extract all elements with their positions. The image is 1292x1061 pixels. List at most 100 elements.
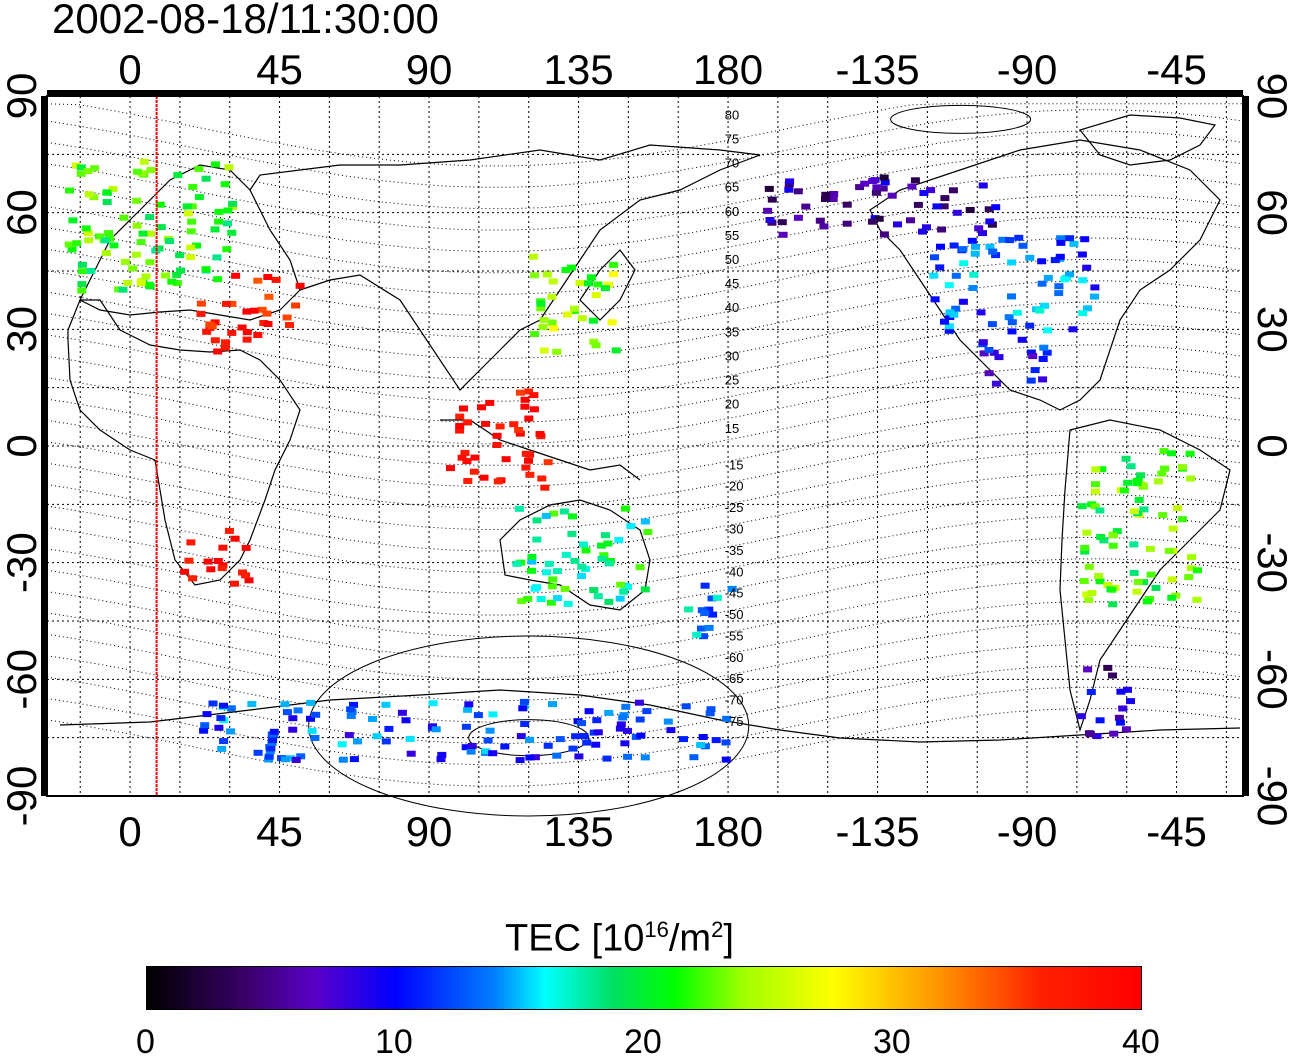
tec-map: 80 75 70 65 60 55 50 45 40 35 30 25 20 15 -15 -20 -25 -30… bbox=[0, 46, 1292, 855]
tec-cell-antarctica bbox=[520, 721, 530, 727]
tec-cell-north-america bbox=[958, 246, 968, 253]
tec-cell-antarctica bbox=[481, 748, 491, 755]
tec-cell-north-america bbox=[944, 282, 954, 289]
tec-cell-australia bbox=[541, 512, 551, 519]
top-lon-label: 45 bbox=[256, 46, 303, 93]
bottom-lon-label: 45 bbox=[256, 808, 303, 855]
tec-cell-south-america bbox=[1159, 448, 1169, 455]
tec-cell-north-africa-mideast bbox=[213, 348, 223, 355]
colorbar-tick-label: 40 bbox=[1122, 1023, 1160, 1061]
tec-cell-europe bbox=[194, 165, 204, 172]
contour-line bbox=[46, 387, 1244, 466]
top-lon-label: 135 bbox=[544, 46, 614, 93]
tec-cell-south-america bbox=[1146, 571, 1156, 578]
tec-cell-europe bbox=[222, 246, 232, 253]
tec-cell-south-america bbox=[1126, 463, 1136, 470]
tec-cell-antarctica bbox=[199, 727, 209, 734]
tec-cell-east-asia bbox=[542, 271, 552, 278]
tec-cell-antarctica bbox=[525, 736, 534, 743]
tec-cell-southeast-asia bbox=[455, 427, 465, 434]
tec-cell-southeast-asia bbox=[455, 413, 465, 420]
tec-cell-south-africa bbox=[188, 575, 198, 582]
tec-cell-north-america bbox=[1055, 253, 1065, 260]
tec-cell-southeast-asia bbox=[525, 471, 535, 478]
contour-label: -20 bbox=[725, 479, 744, 494]
tec-cell-australia bbox=[577, 563, 587, 570]
tec-cell-south-america bbox=[1091, 481, 1100, 488]
tec-cell-antarctica bbox=[679, 736, 688, 743]
tec-cell-alaska-canada bbox=[784, 186, 794, 193]
tec-cell-alaska-canada bbox=[819, 223, 829, 230]
tec-cell-north-america bbox=[1082, 264, 1092, 271]
tec-cell-new-zealand bbox=[700, 610, 710, 617]
tec-cell-europe bbox=[83, 168, 93, 175]
tec-cell-alaska-canada bbox=[907, 183, 917, 190]
tec-cell-antarctica bbox=[681, 703, 691, 710]
tec-cell-new-zealand bbox=[704, 606, 714, 613]
tec-cell-north-africa-mideast bbox=[227, 300, 237, 307]
tec-cell-antarctica bbox=[620, 740, 630, 747]
tec-cell-south-america bbox=[1084, 563, 1094, 570]
left-lat-label: -30 bbox=[0, 532, 45, 593]
tec-cell-patagonia bbox=[1118, 705, 1128, 712]
tec-cell-europe bbox=[101, 250, 111, 257]
tec-cell-antarctica bbox=[353, 738, 362, 745]
tec-cell-antarctica bbox=[368, 716, 377, 722]
bottom-lon-label: 90 bbox=[406, 808, 453, 855]
tec-cell-europe bbox=[77, 287, 87, 294]
tec-cell-north-america bbox=[1090, 284, 1100, 291]
tec-cell-east-asia bbox=[591, 342, 601, 349]
tec-cell-antarctica bbox=[288, 715, 298, 722]
tec-cell-mexico bbox=[989, 349, 999, 356]
tec-cell-antarctica bbox=[461, 723, 471, 730]
tec-cell-europe bbox=[86, 268, 96, 274]
tec-cell-north-america bbox=[1025, 322, 1035, 329]
tec-cell-europe bbox=[90, 165, 100, 172]
tec-cell-north-america bbox=[976, 309, 986, 316]
tec-cell-europe bbox=[108, 186, 118, 193]
tec-cell-australia bbox=[643, 529, 653, 535]
tec-cell-south-america bbox=[1084, 597, 1094, 603]
tec-cell-north-africa-mideast bbox=[196, 300, 206, 307]
tec-cell-europe bbox=[120, 258, 130, 265]
tec-cell-patagonia bbox=[1121, 726, 1131, 733]
tec-cell-north-america bbox=[1090, 293, 1099, 300]
tec-cell-new-zealand bbox=[699, 633, 708, 640]
tec-cell-australia bbox=[547, 583, 557, 590]
tec-cell-south-africa bbox=[230, 535, 240, 542]
tec-cell-antarctica bbox=[467, 743, 477, 749]
tec-cell-antarctica bbox=[555, 736, 565, 743]
tec-cell-east-asia bbox=[586, 274, 596, 281]
tec-cell-south-africa bbox=[218, 544, 228, 551]
tec-cell-new-zealand bbox=[704, 624, 714, 631]
tec-cell-north-africa-mideast bbox=[253, 332, 263, 338]
tec-cell-antarctica bbox=[344, 732, 354, 739]
contour-line bbox=[46, 130, 1244, 210]
tec-cell-europe bbox=[72, 240, 82, 247]
tec-cell-southeast-asia bbox=[537, 475, 547, 482]
tec-cell-antarctica bbox=[483, 737, 493, 744]
tec-cell-north-america bbox=[1056, 239, 1066, 246]
tec-cell-antarctica bbox=[288, 726, 298, 733]
tec-cell-europe bbox=[67, 246, 77, 253]
tec-cell-australia bbox=[530, 585, 540, 592]
tec-cell-australia bbox=[567, 530, 577, 537]
tec-cell-europe bbox=[173, 172, 183, 179]
tec-cell-antarctica bbox=[602, 755, 612, 762]
tec-cell-antarctica bbox=[286, 755, 296, 762]
tec-cell-antarctica bbox=[473, 712, 483, 719]
top-lon-label: 0 bbox=[118, 46, 141, 93]
tec-cell-antarctica bbox=[311, 711, 321, 718]
tec-cell-australia bbox=[532, 517, 542, 524]
coastline-indonesia bbox=[440, 419, 641, 481]
tec-cell-east-asia bbox=[539, 317, 549, 324]
tec-cell-mexico bbox=[984, 370, 994, 377]
tec-cell-new-zealand bbox=[707, 595, 717, 602]
bottom-lon-label: 135 bbox=[544, 808, 614, 855]
tec-cell-antarctica bbox=[577, 720, 586, 727]
tec-cell-north-america bbox=[968, 285, 978, 291]
tec-cell-southeast-asia bbox=[520, 403, 530, 410]
tec-cell-south-america bbox=[1167, 594, 1177, 601]
tec-cell-south-america bbox=[1164, 547, 1174, 554]
contour-line bbox=[46, 173, 1244, 252]
